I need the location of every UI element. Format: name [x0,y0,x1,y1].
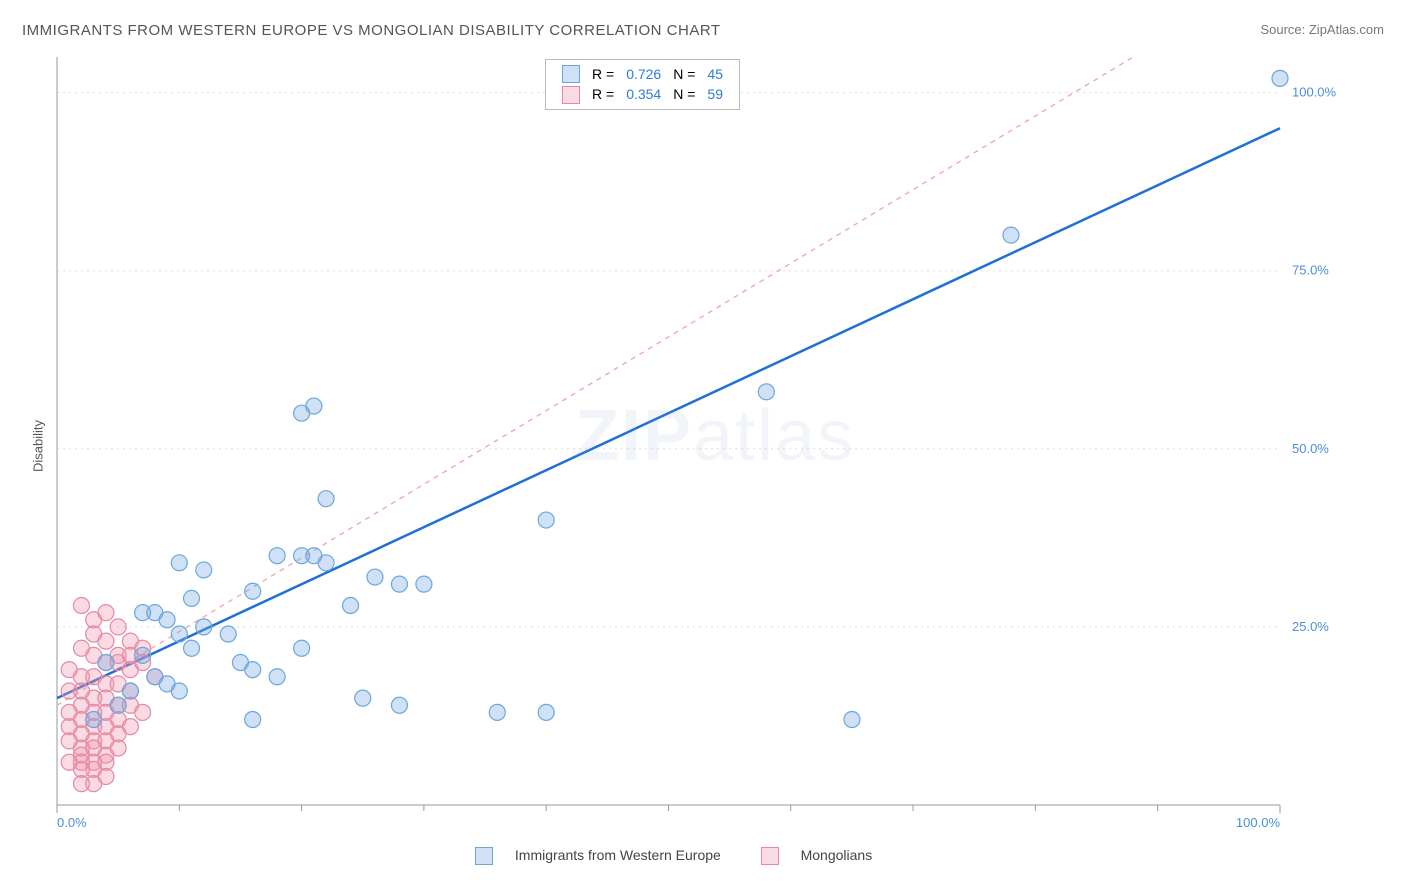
correlation-legend: R = 0.726 N = 45 R = 0.354 N = 59 [545,59,740,110]
r-label: R = [586,84,620,104]
n-label: N = [667,64,701,84]
swatch-series-2 [562,86,580,104]
source-name: ZipAtlas.com [1309,22,1384,37]
svg-text:100.0%: 100.0% [1292,85,1337,100]
swatch-bottom-1 [475,847,493,865]
y-axis-label: Disability [31,420,46,472]
chart-plot-area: 25.0%50.0%75.0%100.0%0.0%100.0% ZIPatlas… [55,55,1345,835]
legend-label-2: Mongolians [801,847,873,863]
n-value-1: 45 [701,64,729,84]
svg-text:25.0%: 25.0% [1292,619,1329,634]
chart-title: IMMIGRANTS FROM WESTERN EUROPE VS MONGOL… [22,22,721,39]
legend-label-1: Immigrants from Western Europe [515,847,721,863]
source-prefix: Source: [1260,22,1308,37]
r-label: R = [586,64,620,84]
legend-row-series-2: R = 0.354 N = 59 [556,84,729,104]
swatch-bottom-2 [761,847,779,865]
legend-item-1: Immigrants from Western Europe [475,847,743,863]
svg-text:0.0%: 0.0% [57,815,87,830]
legend-row-series-1: R = 0.726 N = 45 [556,64,729,84]
n-label: N = [667,84,701,104]
n-value-2: 59 [701,84,729,104]
swatch-series-1 [562,65,580,83]
source-attribution: Source: ZipAtlas.com [1260,22,1384,37]
svg-text:75.0%: 75.0% [1292,263,1329,278]
series-legend: Immigrants from Western Europe Mongolian… [475,847,908,865]
svg-text:100.0%: 100.0% [1236,815,1281,830]
correlation-legend-table: R = 0.726 N = 45 R = 0.354 N = 59 [556,64,729,105]
legend-item-2: Mongolians [761,847,891,863]
r-value-2: 0.354 [620,84,667,104]
r-value-1: 0.726 [620,64,667,84]
svg-text:50.0%: 50.0% [1292,441,1329,456]
scatter-plot-svg: 25.0% 50.0% 75.0% 100.0% 0.0% 100.0% [55,55,1345,835]
